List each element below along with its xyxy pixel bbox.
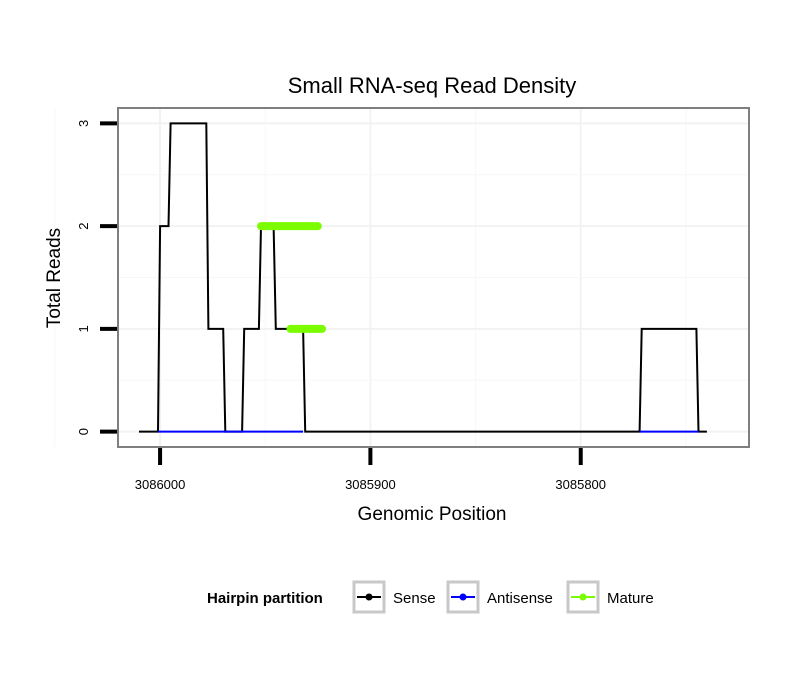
legend-label-sense: Sense	[393, 590, 436, 607]
y-tick-label: 0	[76, 428, 91, 435]
legend-dot-mature	[579, 593, 587, 601]
legend-dot-sense	[365, 593, 373, 601]
legend-item-sense: Sense	[352, 580, 436, 614]
y-tick-label: 1	[76, 325, 91, 332]
legend-item-antisense: Antisense	[446, 580, 553, 614]
x-tick-label: 3085800	[555, 477, 606, 492]
y-tick-label: 2	[76, 223, 91, 230]
x-tick-label: 3085900	[345, 477, 396, 492]
x-axis-title: Genomic Position	[358, 504, 507, 525]
legend-label-antisense: Antisense	[487, 590, 553, 607]
x-tick-label: 3086000	[135, 477, 186, 492]
legend-title: Hairpin partition	[207, 590, 323, 607]
legend-label-mature: Mature	[607, 590, 654, 607]
y-axis: 0 1 2 3	[76, 120, 117, 435]
chart-title: Small RNA-seq Read Density	[288, 73, 577, 98]
legend-dot-antisense	[459, 593, 467, 601]
plot-panel-border	[117, 107, 750, 448]
legend: Hairpin partition Sense Antisense Mature	[207, 580, 654, 614]
series-layer	[139, 122, 707, 433]
y-tick-label: 3	[76, 120, 91, 127]
legend-item-mature: Mature	[566, 580, 654, 614]
y-axis-title: Total Reads	[44, 228, 65, 328]
x-axis: 3086000 3085900 3085800	[135, 448, 606, 492]
